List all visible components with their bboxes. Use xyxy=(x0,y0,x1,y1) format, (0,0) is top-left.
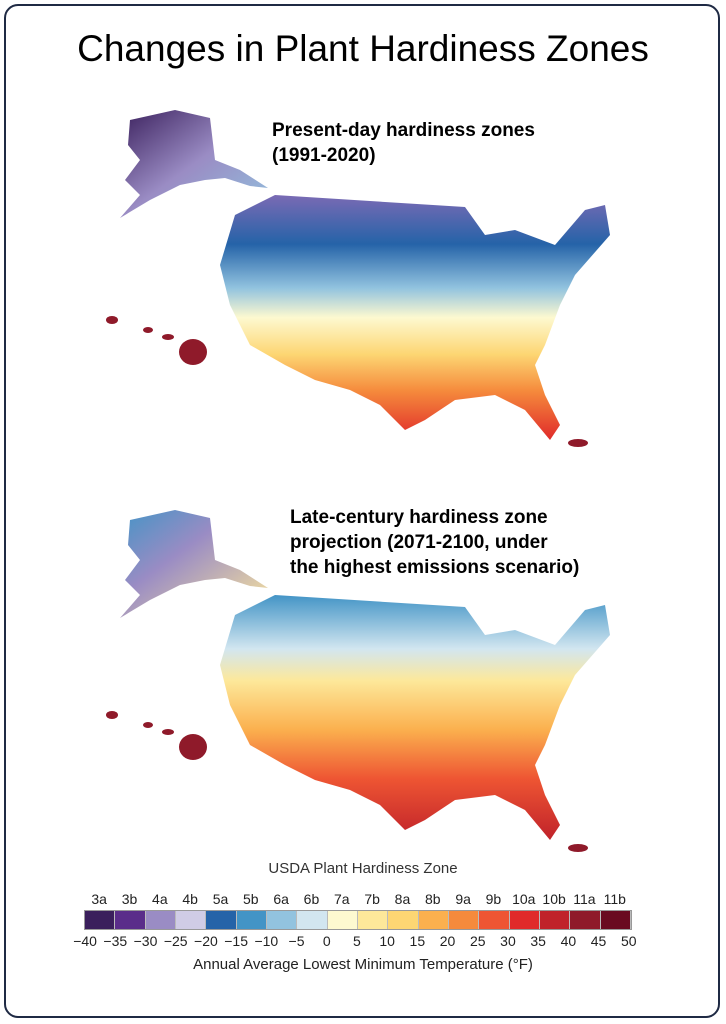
temperature-label: 5 xyxy=(353,933,361,949)
infographic-frame xyxy=(4,4,720,1018)
zone-swatch-9a xyxy=(448,911,480,929)
zone-label: 5a xyxy=(212,891,229,907)
zone-label: 4a xyxy=(152,891,168,907)
zone-swatch-3a xyxy=(85,911,116,929)
temperature-label: −5 xyxy=(288,933,305,949)
map-caption-future: Late-century hardiness zone projection (… xyxy=(290,505,579,580)
page-title: Changes in Plant Hardiness Zones xyxy=(77,28,649,69)
zone-swatch-10b xyxy=(539,911,571,929)
zone-swatch-4b xyxy=(175,911,207,929)
legend-zone-labels: 3a 3b 4a 4b 5a 5b 6a 6b 7a 7b 8a 8b 9a 9b 10a 10b 11a 11b xyxy=(84,891,630,907)
zone-label: 10a xyxy=(512,891,536,907)
zone-swatch-7a xyxy=(327,911,358,929)
temperature-label: 35 xyxy=(530,933,546,949)
caption-line: Late-century hardiness zone xyxy=(290,507,548,528)
zone-swatch-6b xyxy=(297,911,328,929)
late-century-map xyxy=(106,510,610,852)
zone-label: 3a xyxy=(91,891,107,907)
zone-label: 11a xyxy=(573,891,596,907)
zone-swatch-4a xyxy=(145,911,176,929)
zone-label: 8a xyxy=(394,891,411,907)
temperature-label: 25 xyxy=(469,933,486,949)
zone-label: 9a xyxy=(455,891,471,907)
puerto-rico xyxy=(568,844,588,852)
zone-swatch-5a xyxy=(206,911,237,929)
zone-swatch-9b xyxy=(479,911,510,929)
temperature-label: 50 xyxy=(620,933,637,949)
contiguous-us xyxy=(220,195,610,440)
present-day-map xyxy=(106,110,610,447)
zone-swatch-3b xyxy=(115,911,146,929)
temperature-label: 10 xyxy=(379,933,395,949)
zone-swatch-10a xyxy=(509,911,540,929)
caption-line: the highest emissions scenario) xyxy=(290,557,580,578)
caption-line: Present-day hardiness zones xyxy=(272,120,535,141)
map-caption-present: Present-day hardiness zones (1991-2020) xyxy=(272,118,535,168)
temperature-label: −40 xyxy=(73,933,97,949)
hawaii xyxy=(106,316,207,365)
zone-label: 11b xyxy=(603,891,626,907)
zone-label: 9b xyxy=(485,891,502,907)
zone-swatch-7b xyxy=(357,911,389,929)
caption-line: projection (2071-2100, under xyxy=(290,532,548,553)
temperature-label: −30 xyxy=(133,933,158,949)
temperature-label: 45 xyxy=(590,933,607,949)
legend-axis-label: Annual Average Lowest Minimum Temperatur… xyxy=(193,956,533,973)
hawaii xyxy=(106,711,207,760)
legend-title: USDA Plant Hardiness Zone xyxy=(268,860,458,877)
zone-label: 7a xyxy=(334,891,350,907)
legend-color-bar xyxy=(84,910,632,930)
alaska xyxy=(120,510,268,618)
temperature-label: 40 xyxy=(560,933,577,949)
puerto-rico xyxy=(568,439,588,447)
temperature-label: −25 xyxy=(163,933,188,949)
zone-label: 6a xyxy=(273,891,289,907)
temperature-label: −20 xyxy=(194,933,218,949)
alaska xyxy=(120,110,268,218)
contiguous-us xyxy=(220,595,610,840)
zone-label: 6b xyxy=(303,891,320,907)
zone-label: 4b xyxy=(182,891,198,907)
zone-swatch-11a xyxy=(570,911,601,929)
zone-label: 7b xyxy=(364,891,380,907)
temperature-label: −10 xyxy=(254,933,279,949)
caption-line: (1991-2020) xyxy=(272,145,376,166)
zone-label: 8b xyxy=(424,891,441,907)
zone-swatch-8b xyxy=(418,911,449,929)
zone-swatch-8a xyxy=(388,911,419,929)
temperature-label: 15 xyxy=(409,933,426,949)
temperature-label: −15 xyxy=(224,933,248,949)
zone-swatch-5b xyxy=(236,911,267,929)
zone-label: 5b xyxy=(243,891,259,907)
temperature-label: 0 xyxy=(322,933,331,949)
zone-label: 3b xyxy=(121,891,138,907)
zone-swatch-11b xyxy=(600,911,631,929)
zone-label: 10b xyxy=(542,891,566,907)
temperature-label: 30 xyxy=(500,933,516,949)
temperature-label: 20 xyxy=(439,933,456,949)
temperature-label: −35 xyxy=(103,933,128,949)
legend-temperature-labels: −40 −35 −30 −25 −20 −15 −10 −5 0 5 10 15 20 25 30 35 40 4… xyxy=(70,933,644,949)
zone-swatch-6a xyxy=(266,911,298,929)
